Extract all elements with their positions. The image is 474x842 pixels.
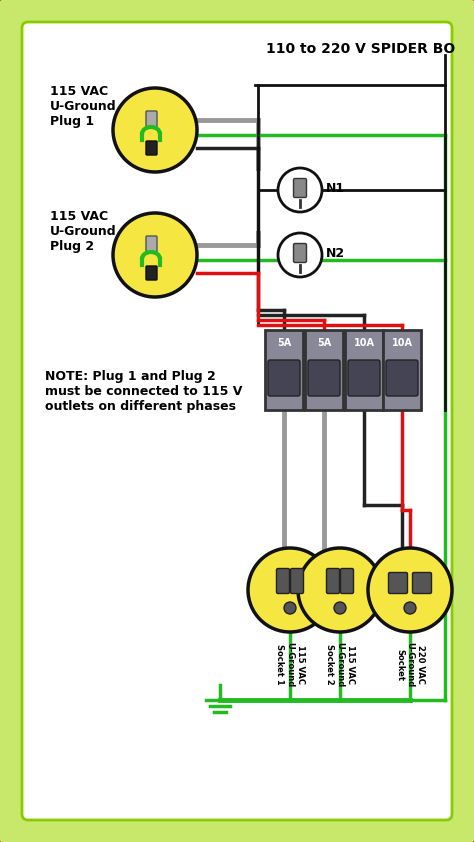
FancyBboxPatch shape: [293, 243, 307, 263]
Circle shape: [334, 602, 346, 614]
Circle shape: [368, 548, 452, 632]
Circle shape: [113, 88, 197, 172]
FancyBboxPatch shape: [386, 360, 418, 396]
FancyBboxPatch shape: [340, 568, 354, 594]
FancyBboxPatch shape: [389, 573, 408, 594]
Circle shape: [404, 602, 416, 614]
Circle shape: [248, 548, 332, 632]
FancyBboxPatch shape: [276, 568, 290, 594]
Text: 115 VAC
U-Ground
Socket 1: 115 VAC U-Ground Socket 1: [275, 642, 305, 687]
FancyBboxPatch shape: [293, 179, 307, 198]
Text: N2: N2: [326, 247, 345, 259]
FancyBboxPatch shape: [305, 330, 343, 410]
Text: 5A: 5A: [317, 338, 331, 348]
Text: 115 VAC
U-Ground
Socket 2: 115 VAC U-Ground Socket 2: [325, 642, 355, 687]
Circle shape: [298, 548, 382, 632]
Text: 10A: 10A: [354, 338, 374, 348]
FancyBboxPatch shape: [265, 330, 303, 410]
Circle shape: [113, 213, 197, 297]
Circle shape: [278, 168, 322, 212]
FancyBboxPatch shape: [412, 573, 431, 594]
FancyBboxPatch shape: [383, 330, 421, 410]
Text: NOTE: Plug 1 and Plug 2
must be connected to 115 V
outlets on different phases: NOTE: Plug 1 and Plug 2 must be connecte…: [45, 370, 242, 413]
FancyBboxPatch shape: [291, 568, 303, 594]
FancyBboxPatch shape: [146, 236, 157, 252]
FancyBboxPatch shape: [308, 360, 340, 396]
FancyBboxPatch shape: [22, 22, 452, 820]
Text: 115 VAC
U-Ground
Plug 1: 115 VAC U-Ground Plug 1: [50, 85, 117, 128]
FancyBboxPatch shape: [146, 266, 157, 280]
FancyBboxPatch shape: [268, 360, 300, 396]
FancyBboxPatch shape: [327, 568, 339, 594]
Circle shape: [284, 602, 296, 614]
FancyBboxPatch shape: [146, 111, 157, 127]
Text: N1: N1: [326, 182, 345, 195]
FancyBboxPatch shape: [146, 141, 157, 155]
Text: 10A: 10A: [392, 338, 412, 348]
Text: 110 to 220 V SPIDER BO: 110 to 220 V SPIDER BO: [266, 42, 455, 56]
Text: 220 VAC
U-Ground
Socket: 220 VAC U-Ground Socket: [395, 642, 425, 687]
Text: 5A: 5A: [277, 338, 291, 348]
Text: 115 VAC
U-Ground
Plug 2: 115 VAC U-Ground Plug 2: [50, 210, 117, 253]
FancyBboxPatch shape: [345, 330, 383, 410]
FancyBboxPatch shape: [348, 360, 380, 396]
Circle shape: [278, 233, 322, 277]
